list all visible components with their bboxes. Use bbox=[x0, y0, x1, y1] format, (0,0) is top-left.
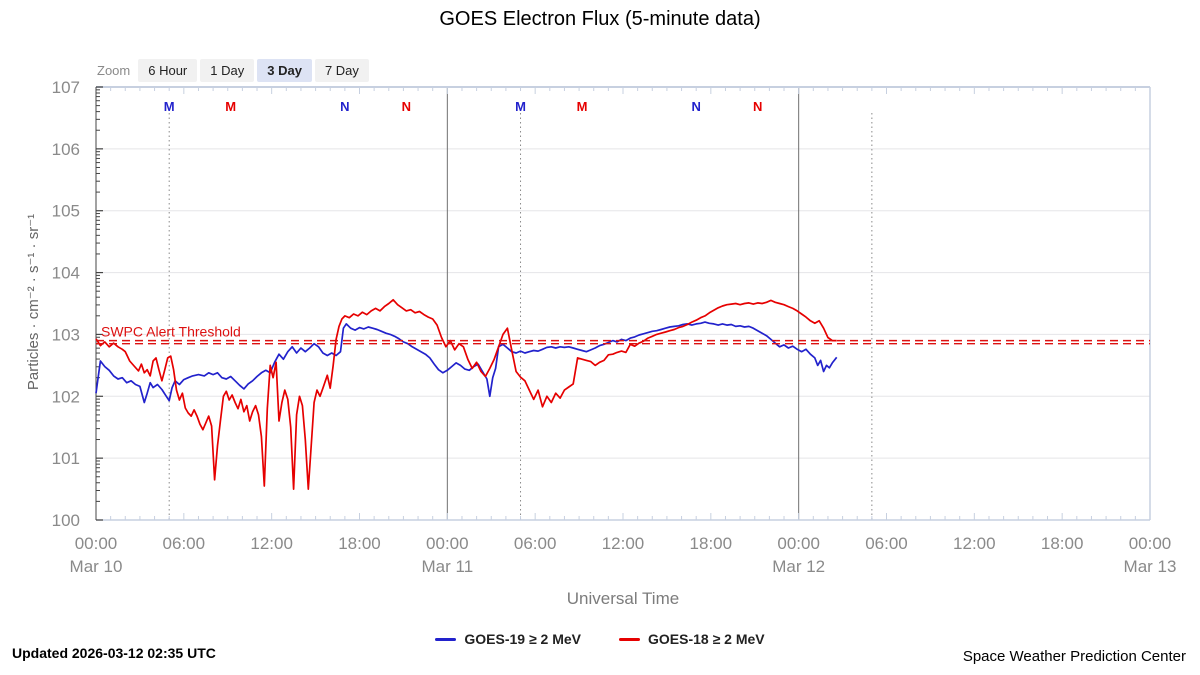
svg-text:N: N bbox=[340, 99, 349, 114]
svg-text:Mar 13: Mar 13 bbox=[1124, 557, 1177, 576]
svg-text:00:00: 00:00 bbox=[1129, 534, 1172, 553]
y-gridlines bbox=[96, 148, 1150, 459]
svg-text:06:00: 06:00 bbox=[163, 534, 206, 553]
svg-text:00:00: 00:00 bbox=[777, 534, 820, 553]
goes-18-line-swatch bbox=[619, 637, 640, 641]
goes-19-line-swatch bbox=[435, 637, 457, 641]
svg-text:101: 101 bbox=[52, 449, 80, 468]
zoom-label: Zoom bbox=[97, 63, 131, 78]
svg-text:SWPC Alert Threshold: SWPC Alert Threshold bbox=[101, 324, 241, 340]
chart-legend: GOES-19 ≥ 2 MeV GOES-18 ≥ 2 MeV bbox=[0, 631, 1200, 647]
svg-text:M: M bbox=[515, 99, 526, 114]
svg-text:M: M bbox=[577, 99, 588, 114]
legend-label-goes-19: GOES-19 ≥ 2 MeV bbox=[464, 631, 581, 647]
svg-text:12:00: 12:00 bbox=[250, 534, 293, 553]
zoom-6-hour-button[interactable]: 6 Hour bbox=[138, 59, 198, 82]
source-attribution: Space Weather Prediction Center bbox=[962, 648, 1186, 665]
svg-text:102: 102 bbox=[52, 387, 80, 406]
svg-text:12:00: 12:00 bbox=[953, 534, 996, 553]
updated-timestamp: Updated 2026-03-12 02:35 UTC bbox=[12, 645, 216, 661]
svg-text:06:00: 06:00 bbox=[514, 534, 557, 553]
legend-label-goes-18: GOES-18 ≥ 2 MeV bbox=[648, 631, 765, 647]
plot-frame bbox=[95, 86, 1151, 521]
satellite-midnight-noon-markers: MMNNMMNN bbox=[164, 99, 763, 114]
y-tick-labels: 100 101 102 103 104 105 106 107 bbox=[52, 78, 80, 530]
svg-text:100: 100 bbox=[52, 511, 80, 530]
svg-text:18:00: 18:00 bbox=[338, 534, 381, 553]
svg-text:M: M bbox=[164, 99, 175, 114]
satellite-midnight-dotted-lines bbox=[168, 113, 873, 520]
svg-text:Mar 11: Mar 11 bbox=[422, 557, 474, 576]
goes-18-flux-line bbox=[95, 298, 837, 490]
svg-text:12:00: 12:00 bbox=[602, 534, 645, 553]
svg-text:N: N bbox=[753, 99, 762, 114]
day-boundary-lines bbox=[446, 87, 800, 520]
svg-text:M: M bbox=[225, 99, 236, 114]
svg-text:Mar 12: Mar 12 bbox=[772, 557, 825, 576]
zoom-7-day-button[interactable]: 7 Day bbox=[314, 59, 369, 82]
y-axis-title: Particles · cm⁻² · s⁻¹ · sr⁻¹ bbox=[25, 213, 42, 391]
svg-text:00:00: 00:00 bbox=[75, 534, 118, 553]
x-tick-labels: 00:00 Mar 10 06:00 12:00 18:00 00:00 Mar 11 06:… bbox=[70, 534, 1177, 576]
svg-text:N: N bbox=[402, 99, 411, 114]
svg-text:N: N bbox=[691, 99, 700, 114]
svg-text:104: 104 bbox=[52, 264, 80, 283]
swpc-alert-threshold: SWPC Alert Threshold bbox=[96, 324, 1150, 345]
chart-title: GOES Electron Flux (5-minute data) bbox=[439, 8, 761, 30]
svg-text:Mar 10: Mar 10 bbox=[70, 557, 123, 576]
svg-text:103: 103 bbox=[52, 325, 80, 344]
zoom-range-selector: Zoom 6 Hour 1 Day 3 Day 7 Day bbox=[97, 59, 372, 82]
svg-text:105: 105 bbox=[52, 202, 80, 221]
plot-area[interactable] bbox=[96, 87, 1150, 520]
goes-19-flux-line bbox=[95, 321, 838, 404]
svg-text:06:00: 06:00 bbox=[865, 534, 908, 553]
svg-text:106: 106 bbox=[52, 140, 80, 159]
svg-text:18:00: 18:00 bbox=[690, 534, 733, 553]
x-axis-title: Universal Time bbox=[566, 589, 680, 608]
zoom-1-day-button[interactable]: 1 Day bbox=[200, 59, 255, 82]
legend-item-goes-19[interactable]: GOES-19 ≥ 2 MeV bbox=[435, 631, 581, 647]
svg-text:18:00: 18:00 bbox=[1041, 534, 1084, 553]
legend-item-goes-18[interactable]: GOES-18 ≥ 2 MeV bbox=[619, 631, 765, 647]
svg-text:107: 107 bbox=[52, 78, 80, 97]
zoom-3-day-button[interactable]: 3 Day bbox=[257, 59, 312, 82]
svg-text:00:00: 00:00 bbox=[426, 534, 469, 553]
